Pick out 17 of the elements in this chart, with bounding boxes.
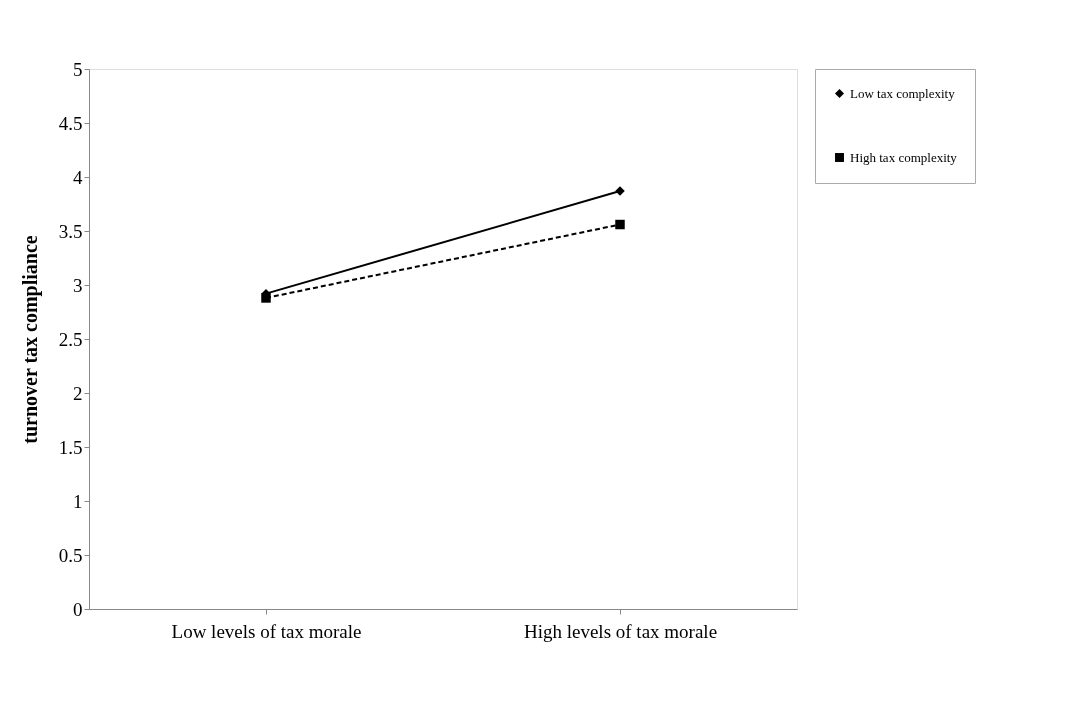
y-axis-title: turnover tax compliance bbox=[18, 235, 42, 444]
y-tick-label: 0 bbox=[73, 598, 83, 620]
y-tick-label: 5 bbox=[73, 58, 83, 80]
legend-label: High tax complexity bbox=[850, 149, 958, 165]
y-tick-label: 4.5 bbox=[58, 112, 83, 134]
point bbox=[615, 219, 625, 230]
y-tick-label: 0.5 bbox=[58, 544, 83, 566]
legend-label: Low tax complexity bbox=[850, 85, 956, 101]
y-tick-label: 1 bbox=[73, 490, 83, 512]
x-tick-label: Low levels of tax morale bbox=[171, 620, 362, 642]
y-tick-label: 2.5 bbox=[58, 328, 83, 350]
y-tick-label: 3 bbox=[73, 274, 83, 296]
y-tick-label: 4 bbox=[73, 166, 83, 188]
y-tick-label: 1.5 bbox=[58, 436, 83, 458]
y-tick-label: 3.5 bbox=[58, 220, 83, 242]
x-tick-label: High levels of tax morale bbox=[523, 620, 718, 642]
y-tick-label: 2 bbox=[73, 382, 83, 404]
